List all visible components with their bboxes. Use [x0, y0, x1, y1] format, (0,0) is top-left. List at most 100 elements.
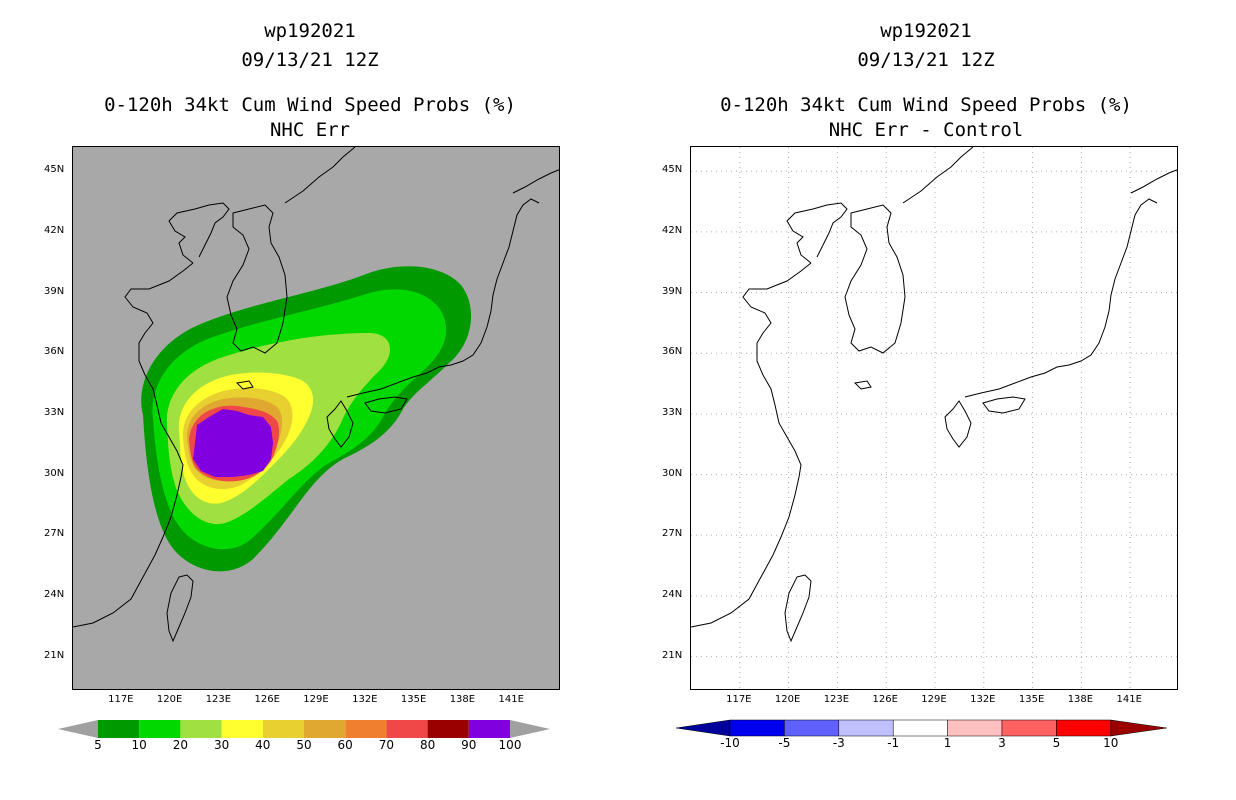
colorbar-box [427, 720, 469, 738]
right-colorbar [675, 719, 1167, 737]
lon-tick-label: 126E [254, 694, 280, 705]
colorbar-box [838, 719, 894, 737]
lon-tick-label: 123E [823, 694, 850, 705]
colorbar-box [468, 720, 510, 738]
colorbar-label: -3 [832, 736, 845, 750]
japan-kyushu [326, 400, 354, 448]
colorbar-label: 1 [943, 736, 952, 750]
left-datetime: 09/13/21 12Z [241, 49, 379, 71]
right-product-title: 0-120h 34kt Cum Wind Speed Probs (%) [720, 94, 1132, 116]
colorbar-box [345, 720, 387, 738]
right-map-canvas [691, 147, 1177, 689]
lat-tick-label: 45N [44, 164, 65, 176]
left-title: wp192021 09/13/21 12Z 0-120h 34kt Cum Wi… [60, 17, 560, 145]
colorbar-label: 90 [461, 738, 477, 752]
colorbar-box [304, 720, 346, 738]
lon-tick-label: 135E [400, 694, 427, 705]
left-storm-id: wp192021 [264, 20, 356, 42]
russia-coast [902, 147, 974, 204]
lon-tick-label: 117E [726, 694, 752, 705]
lat-tick-label: 21N [662, 649, 683, 661]
lon-tick-label: 126E [872, 694, 898, 705]
lat-tick-label: 24N [44, 588, 65, 600]
colorbar-label: 20 [172, 738, 189, 752]
colorbar-box [221, 720, 263, 738]
colorbar-label: 30 [213, 738, 230, 752]
lon-tick-label: 129E [303, 694, 329, 705]
hokkaido [512, 169, 559, 194]
colorbar-label: 5 [1052, 736, 1061, 750]
colorbar-label: -5 [778, 736, 791, 750]
right-title: wp192021 09/13/21 12Z 0-120h 34kt Cum Wi… [676, 17, 1176, 145]
korea-coast [226, 204, 288, 354]
map-gridlines [691, 147, 1177, 689]
lat-tick-label: 21N [44, 649, 65, 661]
colorbar-label: 10 [131, 738, 147, 752]
japan-honshu [346, 198, 540, 398]
lat-tick-label: 39N [44, 285, 65, 297]
japan-shikoku [364, 396, 408, 414]
lat-tick-label: 33N [662, 406, 683, 418]
colorbar-low-arrow [58, 720, 98, 738]
lat-tick-label: 36N [44, 346, 65, 358]
colorbar-box [139, 720, 181, 738]
taiwan [784, 574, 812, 643]
right-datetime: 09/13/21 12Z [857, 49, 995, 71]
lon-tick-label: 135E [1018, 694, 1045, 705]
lat-tick-label: 42N [44, 224, 65, 236]
colorbar-label: 60 [337, 738, 353, 752]
lat-tick-label: 30N [662, 467, 683, 479]
japan-honshu [964, 198, 1158, 398]
korea-coast [844, 204, 906, 354]
lat-tick-label: 39N [662, 285, 683, 297]
colorbar-box [784, 719, 840, 737]
colorbar-box [386, 720, 428, 738]
colorbar-low-arrow [675, 719, 731, 737]
lat-tick-label: 27N [662, 528, 683, 540]
china-coast [73, 262, 194, 628]
colorbar-label: 5 [94, 738, 102, 752]
left-colorbar [58, 720, 550, 738]
lon-tick-label: 141E [1116, 694, 1142, 705]
lon-tick-label: 120E [156, 694, 183, 705]
colorbar-box [98, 720, 140, 738]
lon-tick-label: 132E [352, 694, 378, 705]
colorbar-label: -10 [720, 736, 740, 750]
right-subtitle: NHC Err - Control [828, 119, 1024, 141]
colorbar-box [947, 719, 1003, 737]
colorbar-box [180, 720, 222, 738]
colorbar-label: -1 [887, 736, 900, 750]
jeju-island [235, 380, 254, 390]
lat-tick-label: 45N [662, 164, 683, 176]
prob-contour-100 [193, 409, 273, 477]
hokkaido [1130, 169, 1177, 194]
left-map-panel [72, 146, 560, 690]
colorbar-box [892, 719, 948, 737]
colorbar-high-arrow [510, 720, 550, 738]
lon-tick-label: 129E [921, 694, 947, 705]
lon-tick-label: 123E [205, 694, 232, 705]
lat-tick-label: 42N [662, 224, 683, 236]
colorbar-label: 10 [1103, 736, 1119, 750]
colorbar-label: 70 [378, 738, 395, 752]
lat-tick-label: 36N [662, 346, 683, 358]
colorbar-box [1001, 719, 1057, 737]
left-map-canvas [73, 147, 559, 643]
bohai-coast [786, 202, 848, 264]
taiwan [166, 574, 194, 643]
lat-tick-label: 33N [44, 406, 65, 418]
lon-tick-label: 117E [108, 694, 134, 705]
lat-tick-label: 30N [44, 467, 65, 479]
lon-tick-label: 141E [498, 694, 524, 705]
right-storm-id: wp192021 [880, 20, 972, 42]
lon-tick-label: 138E [449, 694, 476, 705]
colorbar-label: 80 [419, 738, 436, 752]
colorbar-label: 50 [296, 738, 312, 752]
japan-kyushu [944, 400, 972, 448]
china-coast [691, 262, 812, 628]
coastline-group [691, 147, 1177, 643]
coastline-group [73, 147, 559, 643]
colorbar-box [729, 719, 785, 737]
japan-shikoku [982, 396, 1026, 414]
lon-tick-label: 132E [970, 694, 996, 705]
